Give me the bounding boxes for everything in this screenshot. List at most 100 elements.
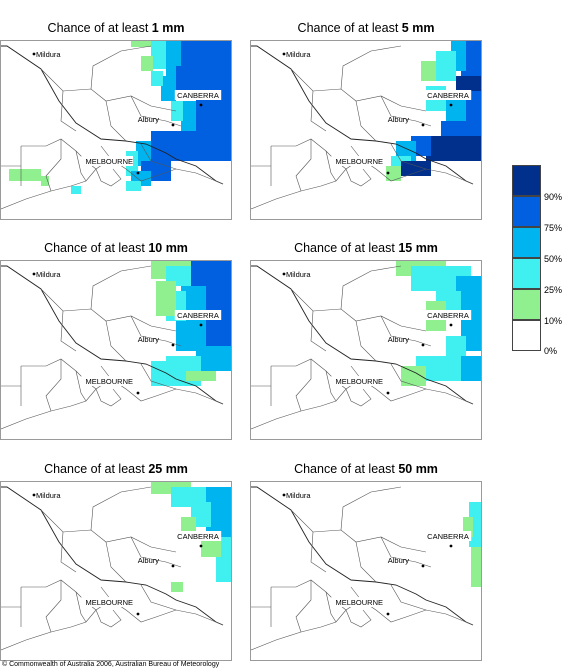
district-border: [325, 370, 337, 402]
district-border: [40, 509, 177, 553]
coastline: [251, 158, 474, 210]
city-label-melbourne: MELBOURNE: [335, 598, 383, 607]
city-label-bg: [424, 90, 472, 100]
district-border: [390, 363, 427, 390]
legend-label-50: 50%: [544, 254, 563, 264]
probability-cell: [456, 76, 481, 91]
panel-title: Chance of at least 5 mm: [297, 21, 435, 35]
legend-swatch-50: [512, 227, 541, 258]
district-border: [290, 68, 427, 112]
city-label-bg: [81, 376, 133, 386]
probability-cell: [141, 56, 153, 71]
panel-title: Chance of at least 25 mm: [44, 462, 188, 476]
city-label-canberra: CANBERRA: [177, 311, 219, 320]
district-border: [340, 45, 402, 90]
city-label-melbourne: MELBOURNE: [335, 377, 383, 386]
coastline: [251, 599, 474, 651]
city-label-canberra: CANBERRA: [427, 311, 469, 320]
map-canvas: Mildura CANBERRA Albury MELBOURNE: [1, 261, 231, 430]
district-border: [75, 370, 87, 402]
district-border: [380, 95, 432, 127]
district-border: [325, 150, 337, 182]
bay-outline: [95, 168, 122, 187]
legend-swatch-0: [512, 320, 541, 351]
district-border: [130, 95, 182, 127]
district-border: [90, 265, 152, 310]
city-label-albury: Albury: [388, 556, 410, 565]
probability-cell: [401, 161, 431, 176]
rain-map: Mildura CANBERRA Albury MELBOURNE: [250, 40, 482, 220]
rain-map: Mildura CANBERRA Albury MELBOURNE: [250, 260, 482, 440]
district-border: [60, 310, 77, 352]
city-label-canberra: CANBERRA: [427, 91, 469, 100]
probability-cell: [181, 101, 196, 131]
coastline: [251, 378, 474, 430]
map-canvas: Mildura CANBERRA Albury MELBOURNE: [251, 486, 481, 651]
probability-cell: [191, 261, 231, 286]
map-canvas: Mildura CANBERRA Albury MELBOURNE: [251, 41, 481, 210]
district-border: [45, 139, 62, 192]
city-label-mildura: Mildura: [36, 50, 61, 59]
district-border: [105, 541, 127, 583]
city-label-mildura: Mildura: [36, 270, 61, 279]
city-marker: [136, 391, 140, 395]
city-marker: [32, 52, 36, 56]
city-marker: [32, 272, 36, 276]
city-label-canberra: CANBERRA: [177, 532, 219, 541]
rain-map: Mildura CANBERRA Albury MELBOURNE: [0, 481, 232, 661]
rain-map: Mildura CANBERRA Albury MELBOURNE: [0, 40, 232, 220]
district-border: [340, 486, 402, 531]
probability-cell: [156, 281, 176, 316]
district-border: [105, 100, 127, 142]
probability-cell: [131, 41, 151, 47]
city-label-melbourne: MELBOURNE: [335, 157, 383, 166]
city-label-bg: [81, 597, 133, 607]
city-label-melbourne: MELBOURNE: [85, 377, 133, 386]
rain-map: Mildura CANBERRA Albury MELBOURNE: [250, 481, 482, 661]
district-border: [295, 139, 312, 192]
probability-cell: [196, 96, 231, 136]
map-canvas: Mildura CANBERRA Albury MELBOURNE: [1, 482, 231, 651]
district-border: [140, 143, 177, 170]
map-canvas: Mildura CANBERRA Albury MELBOURNE: [251, 261, 481, 430]
city-marker: [199, 544, 203, 548]
probability-cell: [441, 121, 481, 136]
district-border: [40, 288, 177, 332]
district-border: [105, 320, 127, 362]
city-label-mildura: Mildura: [286, 491, 311, 500]
district-border: [290, 288, 427, 332]
city-marker: [421, 343, 425, 347]
city-label-mildura: Mildura: [36, 491, 61, 500]
city-marker: [171, 564, 175, 568]
city-label-melbourne: MELBOURNE: [85, 598, 133, 607]
city-marker: [449, 103, 453, 107]
probability-cell: [71, 186, 81, 194]
city-marker: [171, 123, 175, 127]
bay-outline: [345, 388, 372, 407]
district-border: [130, 315, 182, 347]
district-border: [390, 584, 427, 611]
city-marker: [386, 391, 390, 395]
district-border: [45, 580, 62, 633]
city-marker: [386, 171, 390, 175]
coastline: [1, 378, 224, 430]
probability-cell: [436, 51, 456, 81]
coastline: [1, 599, 224, 651]
city-label-albury: Albury: [388, 335, 410, 344]
city-marker: [282, 272, 286, 276]
city-marker: [136, 171, 140, 175]
city-label-bg: [331, 597, 383, 607]
district-border: [355, 541, 377, 583]
probability-cell: [9, 169, 41, 181]
legend-label-75: 75%: [544, 223, 563, 233]
city-label-mildura: Mildura: [286, 50, 311, 59]
rain-map: Mildura CANBERRA Albury MELBOURNE: [0, 260, 232, 440]
coastline: [1, 158, 224, 210]
legend-label-25: 25%: [544, 285, 563, 295]
panel-title: Chance of at least 10 mm: [44, 241, 188, 255]
city-label-albury: Albury: [138, 115, 160, 124]
district-border: [140, 584, 177, 611]
city-label-bg: [174, 90, 222, 100]
district-border: [310, 531, 327, 573]
bay-outline: [345, 609, 372, 628]
